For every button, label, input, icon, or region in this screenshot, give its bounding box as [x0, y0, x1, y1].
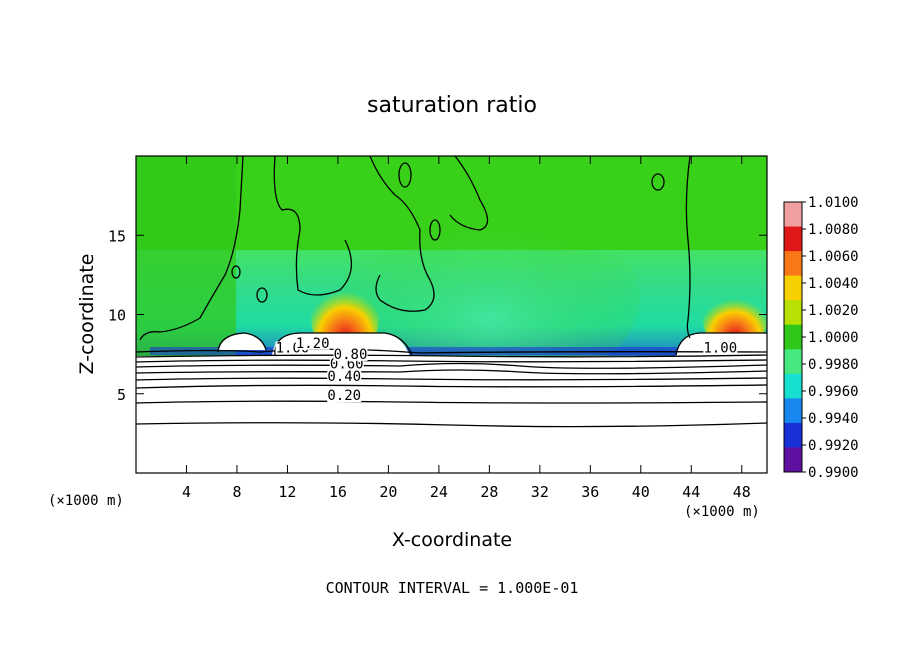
- x-tick-label: 4: [182, 483, 191, 501]
- colorbar-label: 1.0020: [808, 303, 859, 319]
- contour-label: 0.40: [327, 369, 361, 385]
- colorbar-label: 0.9920: [808, 438, 859, 454]
- colorbar-band: [784, 202, 802, 228]
- x-axis-label: X-coordinate: [392, 529, 512, 551]
- lower-white-region: [136, 356, 767, 473]
- colorbar: 1.0100 1.0080 1.0060 1.0040 1.0020 1.0000 0.99…: [783, 195, 859, 481]
- x-tick-label: 36: [581, 483, 599, 501]
- colorbar-label: 0.9980: [808, 357, 859, 373]
- y-axis: 5 10 15: [108, 227, 767, 404]
- x-tick-label: 28: [480, 483, 498, 501]
- colorbar-label: 1.0040: [808, 276, 859, 292]
- colorbar-label: 1.0000: [808, 330, 859, 346]
- colorbar-label: 0.9900: [808, 465, 859, 481]
- contour-label: 1.00: [703, 341, 737, 357]
- x-unit-right: (×1000 m): [684, 504, 760, 520]
- colorbar-band: [784, 275, 802, 301]
- contour-label: 0.80: [334, 347, 368, 363]
- colorbar-band: [784, 422, 802, 448]
- colorbar-label: 1.0100: [808, 195, 859, 211]
- chart-title: saturation ratio: [367, 93, 537, 118]
- contour-interval-footer: CONTOUR INTERVAL = 1.000E-01: [326, 579, 579, 597]
- colorbar-band: [784, 226, 802, 252]
- colorbar-band: [784, 398, 802, 424]
- y-tick-label: 15: [108, 227, 126, 245]
- colorbar-band: [784, 373, 802, 399]
- y-tick-label: 10: [108, 307, 126, 325]
- colorbar-band: [784, 447, 802, 473]
- x-tick-label: 24: [430, 483, 448, 501]
- y-axis-label: Z-coordinate: [76, 254, 98, 375]
- x-tick-label: 32: [531, 483, 549, 501]
- contour-label: 0.20: [327, 388, 361, 404]
- x-tick-label: 20: [379, 483, 397, 501]
- x-tick-label: 12: [278, 483, 296, 501]
- field-left-green: [136, 156, 236, 356]
- x-tick-label: 40: [632, 483, 650, 501]
- colorbar-band: [784, 324, 802, 350]
- x-tick-label: 16: [329, 483, 347, 501]
- x-unit-left: (×1000 m): [48, 493, 124, 509]
- x-tick-label: 44: [682, 483, 700, 501]
- contour-label: 1.20: [296, 336, 330, 352]
- colorbar-band: [784, 349, 802, 375]
- blue-band: [150, 347, 710, 355]
- x-tick-label: 8: [232, 483, 241, 501]
- x-axis: 4 8 12 16 20 24 28 32 36 40 44 48: [182, 156, 751, 501]
- colorbar-label: 0.9940: [808, 411, 859, 427]
- contour-label-bg: [327, 370, 362, 384]
- colorbar-label: 1.0080: [808, 222, 859, 238]
- colorbar-band: [784, 251, 802, 277]
- contour-lines: [136, 156, 767, 428]
- x-tick-label: 48: [733, 483, 751, 501]
- contour-label-bg: [327, 389, 362, 403]
- colorbar-band: [784, 300, 802, 326]
- contour-label-bg: [333, 347, 368, 361]
- contour-label-bg: [703, 341, 738, 355]
- plot-area: 0.200.400.600.801.001.20 1.00: [136, 156, 767, 473]
- y-tick-label: 5: [117, 386, 126, 404]
- white-cap-left: [218, 333, 266, 350]
- contour-label-bg: [295, 336, 330, 350]
- colorbar-label: 0.9960: [808, 384, 859, 400]
- colorbar-label: 1.0060: [808, 249, 859, 265]
- cyan-core: [340, 210, 640, 390]
- contour-label-group: 0.200.400.600.801.001.20 1.00: [275, 336, 738, 404]
